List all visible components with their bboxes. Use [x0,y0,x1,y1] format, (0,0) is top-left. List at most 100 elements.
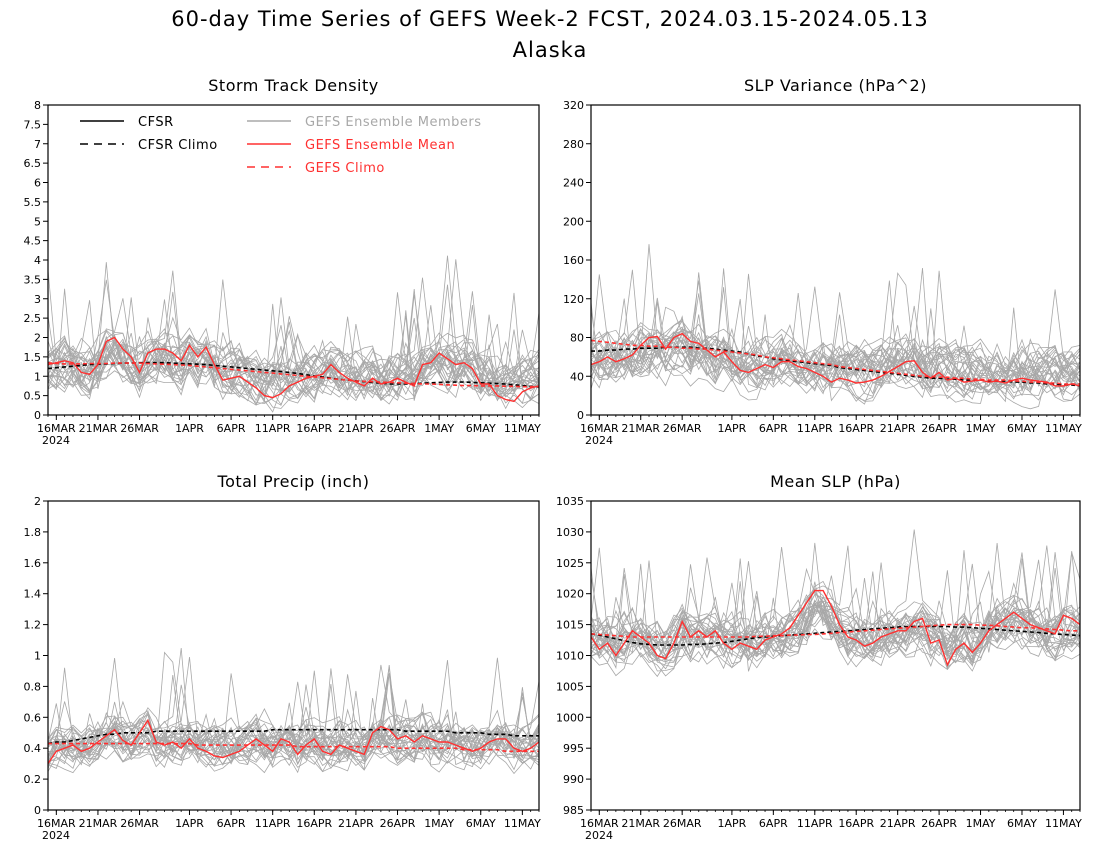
legend-label: CFSR [138,115,174,130]
y-tick-label: 1.6 [24,557,42,570]
x-tick-label: 1MAY [966,817,996,830]
x-tick-label: 26MAR [663,422,702,435]
cfsr-climo-line [590,625,1081,646]
x-tick-label: 11APR [255,422,291,435]
x-tick-label: 11APR [797,817,833,830]
member-line [590,552,1081,670]
member-line [47,329,540,400]
cfsr-climo-line [47,728,539,745]
member-line [47,698,540,771]
y-tick-label: 240 [563,177,584,190]
y-tick-label: 280 [563,138,584,151]
y-tick-label: 0 [34,409,41,422]
x-tick-label: 1MAY [424,422,454,435]
x-tick-label: 6MAY [1007,817,1037,830]
y-tick-label: 0.4 [24,742,42,755]
member-line [590,289,1081,387]
member-line [590,570,1081,669]
member-line [47,664,540,772]
y-tick-label: 40 [570,370,584,383]
member-line [590,545,1081,657]
y-tick-label: 990 [563,773,584,786]
x-tick-label: 6APR [759,422,788,435]
y-tick-label: 7.5 [24,118,42,131]
legend: CFSR CFSR Climo GEFS Ensemble Members GEFS … [80,115,481,176]
member-line [47,270,540,404]
x-tick-label: 26APR [380,422,416,435]
y-tick-label: 0.8 [24,680,42,693]
member-line [47,667,540,773]
y-tick-label: 2 [34,332,41,345]
y-tick-label: 200 [563,215,584,228]
member-line [590,529,1081,660]
ensemble-members [590,244,1081,410]
member-line [47,315,540,405]
gefs-climo-line [47,361,539,388]
member-line [47,680,540,765]
y-tick-label: 1.2 [24,619,42,632]
y-tick-label: 985 [563,804,584,817]
x-tick-label: 26MAR [120,817,159,830]
y-tick-label: 7 [34,138,41,151]
x-tick-label: 1MAY [424,817,454,830]
x-tick-label: 21MAR [79,817,118,830]
ensemble-members [47,255,540,413]
member-line [590,593,1081,665]
x-tick-label: 21APR [338,422,374,435]
x-tick-label: 26APR [921,422,957,435]
x-tick-label: 16APR [838,422,874,435]
x-year-label: 2024 [42,829,70,842]
y-tick-label: 1.4 [24,588,42,601]
plot-frame [47,500,540,811]
member-line [47,288,540,404]
x-tick-label: 26APR [921,817,957,830]
y-tick-label: 1015 [556,619,584,632]
member-line [47,291,540,402]
y-tick-label: 1000 [556,711,584,724]
panel-1: Storm Track Density 0 0.5 1 1.5 2 2.5 3 3.5 4 4.5 5… [24,76,542,447]
y-tick-label: 1.8 [24,526,42,539]
y-tick-label: 1030 [556,526,584,539]
x-tick-label: 26MAR [120,422,159,435]
x-tick-label: 1MAY [966,422,996,435]
y-tick-label: 0.6 [24,711,42,724]
member-line [47,255,540,403]
y-tick-label: 0 [577,409,584,422]
x-tick-label: 16MAR [580,422,619,435]
y-tick-label: 1 [34,370,41,383]
x-tick-label: 11APR [797,422,833,435]
x-tick-label: 21APR [338,817,374,830]
y-tick-label: 1025 [556,557,584,570]
panel-title: Total Precip (inch) [217,472,370,491]
x-tick-label: 6APR [759,817,788,830]
x-tick-label: 11MAY [1045,422,1082,435]
x-tick-label: 21APR [880,422,916,435]
y-tick-label: 1010 [556,650,584,663]
panel-title: SLP Variance (hPa^2) [744,76,927,95]
x-tick-label: 21APR [880,817,916,830]
x-tick-label: 21MAR [621,817,660,830]
member-line [590,337,1081,396]
y-tick-label: 120 [563,293,584,306]
x-tick-label: 6MAY [466,422,496,435]
y-tick-label: 1.5 [24,351,42,364]
x-year-label: 2024 [585,829,613,842]
y-tick-label: 1020 [556,588,584,601]
gefs-climo-line [590,339,1080,385]
y-tick-label: 0.2 [24,773,42,786]
x-tick-label: 6APR [217,422,246,435]
x-tick-label: 1APR [175,817,204,830]
member-line [590,601,1081,677]
gefs-ensemble-mean-line [590,589,1081,667]
ensemble-members [47,647,540,775]
plot-frame [590,500,1081,811]
x-tick-label: 26APR [380,817,416,830]
panel-title: Storm Track Density [208,76,378,95]
y-tick-label: 5.5 [24,196,42,209]
member-line [590,560,1081,664]
y-tick-label: 5 [34,215,41,228]
member-line [590,314,1081,402]
panel-4: Mean SLP (hPa) 985 990 995 1000 1005 1010 1015 1… [556,472,1082,842]
x-tick-label: 16APR [838,817,874,830]
legend-label: GEFS Climo [305,161,385,176]
